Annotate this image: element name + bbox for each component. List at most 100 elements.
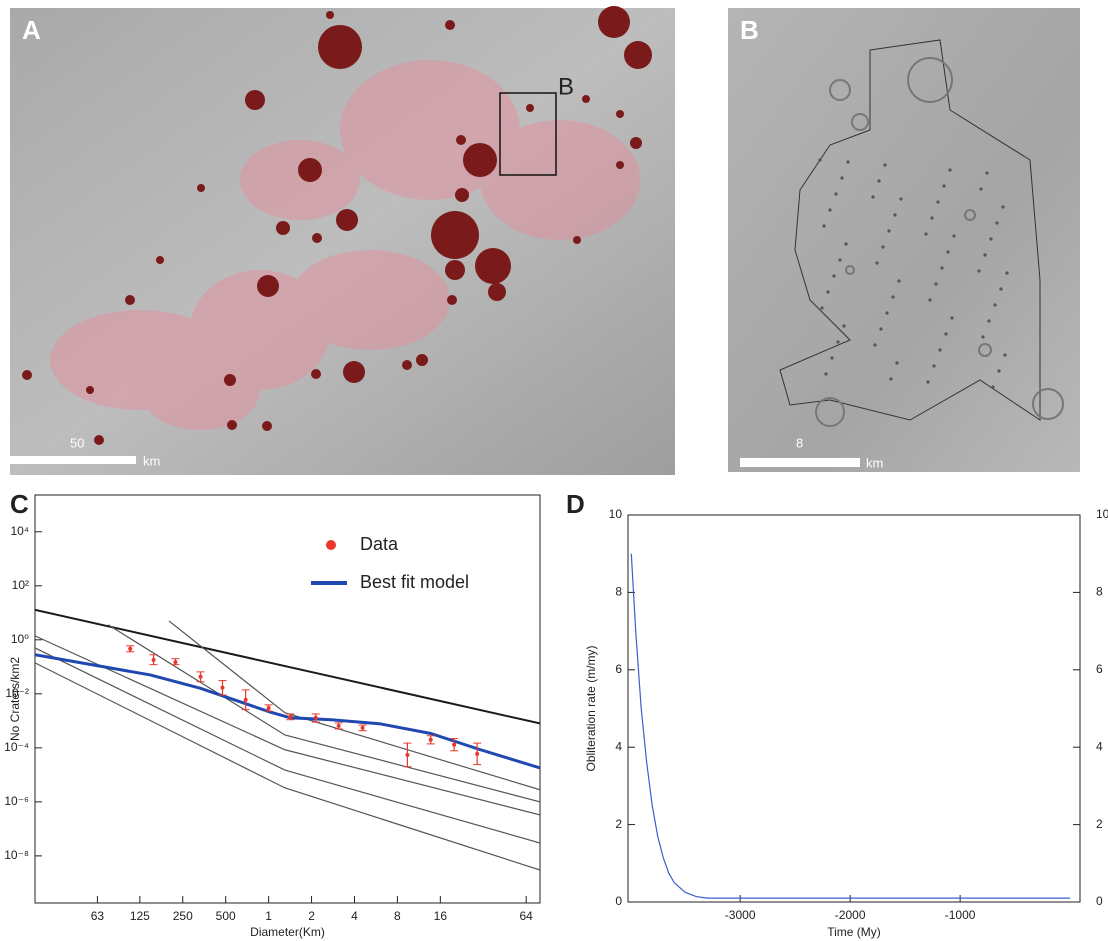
y-tick-label: 10⁴ — [10, 524, 29, 538]
crater — [845, 265, 855, 275]
x-tick-label: 63 — [91, 909, 105, 923]
x-tick-label: -2000 — [835, 908, 866, 922]
x-tick-label: 64 — [520, 909, 534, 923]
panel-label: B — [740, 15, 759, 45]
crater — [932, 364, 936, 368]
crater — [952, 234, 956, 238]
data-point — [266, 705, 271, 710]
crater — [930, 216, 934, 220]
crater — [989, 237, 993, 241]
y2-tick-label: 0 — [1096, 894, 1103, 908]
crater — [445, 260, 465, 280]
crater — [936, 200, 940, 204]
data-point — [220, 685, 225, 690]
data-point — [288, 714, 293, 719]
scale-length: 8 — [796, 435, 803, 450]
x-tick-label: 2 — [308, 909, 315, 923]
data-point — [360, 725, 365, 730]
crater — [456, 135, 466, 145]
crater — [987, 319, 991, 323]
crater — [818, 158, 822, 162]
x-tick-label: 125 — [130, 909, 150, 923]
crater — [582, 95, 590, 103]
crater — [889, 377, 893, 381]
crater — [834, 192, 838, 196]
crater — [928, 298, 932, 302]
crater — [885, 311, 889, 315]
crater — [447, 295, 457, 305]
crater — [978, 343, 992, 357]
crater — [871, 195, 875, 199]
y-tick-label: 10⁰ — [11, 632, 29, 646]
crater — [964, 209, 976, 221]
crater — [431, 211, 479, 259]
crater — [907, 57, 953, 103]
crater — [948, 168, 952, 172]
data-point — [151, 657, 156, 662]
crater — [944, 332, 948, 336]
x-tick-label: -1000 — [945, 908, 976, 922]
data-point — [475, 751, 480, 756]
crater — [999, 287, 1003, 291]
data-point — [198, 674, 203, 679]
crater — [616, 110, 624, 118]
x-tick-label: -3000 — [725, 908, 756, 922]
crater — [893, 213, 897, 217]
crater — [832, 274, 836, 278]
scale-bar — [740, 458, 860, 467]
y2-tick-label: 6 — [1096, 662, 1103, 676]
crater — [1032, 388, 1064, 420]
y-tick-label: 10⁻⁶ — [4, 794, 29, 808]
crater — [895, 361, 899, 365]
crater — [463, 143, 497, 177]
crater — [257, 275, 279, 297]
crater — [938, 348, 942, 352]
y-tick-label: 10 — [609, 507, 623, 521]
legend-label: Best fit model — [360, 572, 469, 592]
crater — [891, 295, 895, 299]
crater — [838, 258, 842, 262]
data-point — [173, 660, 178, 665]
crater — [1005, 271, 1009, 275]
x-tick-label: 250 — [173, 909, 193, 923]
data-point — [313, 715, 318, 720]
crater — [877, 179, 881, 183]
plot-frame — [34, 494, 541, 904]
crater — [995, 221, 999, 225]
y-tick-label: 10⁻⁴ — [4, 740, 29, 754]
crater — [840, 176, 844, 180]
x-axis-title: Diameter(Km) — [250, 925, 325, 939]
crater — [156, 256, 164, 264]
crater — [977, 269, 981, 273]
reference-line — [35, 608, 540, 725]
y-axis-title: Obliteration rate (m/my) — [584, 645, 598, 771]
crater — [312, 233, 322, 243]
x-tick-label: 4 — [351, 909, 358, 923]
crater — [526, 104, 534, 112]
panel-b: B 8 km — [728, 8, 1080, 472]
crater — [573, 236, 581, 244]
reference-line — [35, 647, 540, 844]
y-tick-label: 0 — [615, 894, 622, 908]
crater — [616, 161, 624, 169]
crater — [822, 224, 826, 228]
y2-tick-label: 8 — [1096, 585, 1103, 599]
crater — [624, 41, 652, 69]
y-tick-label: 10⁻⁸ — [4, 848, 29, 862]
y-tick-label: 4 — [615, 739, 622, 753]
crater — [416, 354, 428, 366]
crater — [985, 171, 989, 175]
reference-line — [35, 662, 540, 871]
y-tick-label: 10² — [12, 578, 29, 592]
highlight-regions — [50, 60, 640, 430]
scale-unit: km — [866, 455, 883, 470]
fit-line — [35, 653, 540, 770]
crater — [842, 324, 846, 328]
panel-a: A B 50 km — [10, 6, 675, 475]
crater — [125, 295, 135, 305]
crater — [979, 187, 983, 191]
crater — [887, 229, 891, 233]
crater — [298, 158, 322, 182]
crater — [318, 25, 362, 69]
